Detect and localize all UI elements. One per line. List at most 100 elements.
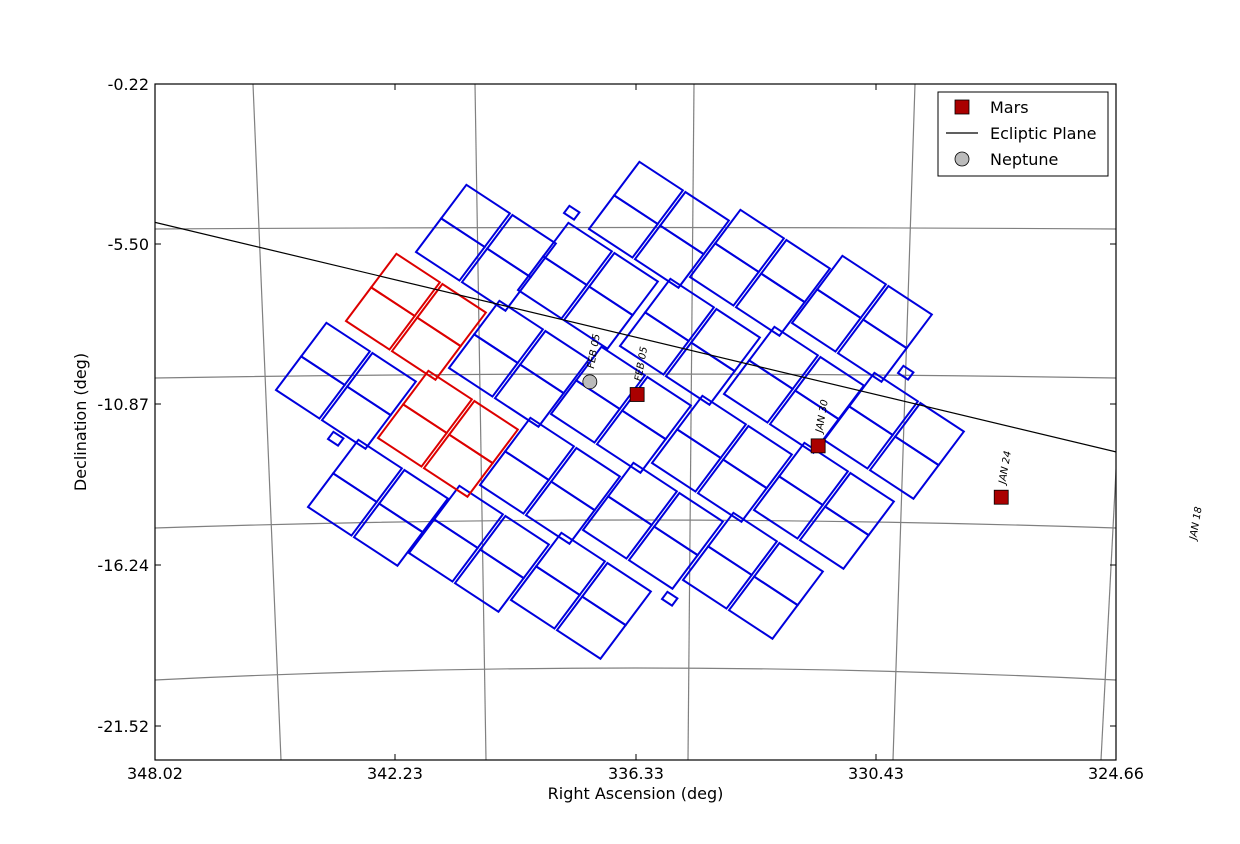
field-quad-7 (618, 277, 762, 407)
x-axis-label: Right Ascension (deg) (548, 784, 724, 803)
ecliptic-line (155, 221, 1116, 453)
field-quad-18 (681, 511, 825, 641)
x-tick-label: 324.66 (1088, 764, 1144, 783)
survey-fields (274, 160, 966, 661)
field-chip (713, 208, 786, 274)
y-tick-label: -16.24 (97, 556, 149, 575)
grid-dec-line-2 (155, 519, 1116, 529)
x-tick-label: 330.43 (848, 764, 904, 783)
field-chip (447, 399, 520, 465)
grid-ra-line-3 (892, 84, 916, 760)
field-chip (675, 394, 748, 460)
field-chip (485, 213, 558, 279)
y-tick-label: -0.22 (108, 75, 149, 94)
mars-marker (629, 387, 645, 402)
field-chip (587, 251, 660, 317)
field-chip (777, 441, 850, 507)
field-chip (345, 351, 418, 417)
axes: 348.02 342.23 336.33 330.43 324.66 -0.22 -5.50… (71, 75, 1144, 803)
field-quad-3 (688, 208, 832, 338)
field-chip (401, 369, 474, 435)
legend-label: Ecliptic Plane (990, 124, 1096, 143)
field-chip (377, 468, 450, 534)
field-quad-17 (509, 531, 653, 661)
field-quad-13 (306, 438, 450, 568)
field-quad-2 (516, 221, 660, 351)
field-chip (861, 284, 934, 350)
field-chip (369, 252, 442, 318)
field-chip (503, 416, 576, 482)
field-small-chip-0 (562, 204, 581, 221)
grid-ra-line-1 (474, 84, 487, 760)
field-chip (478, 514, 551, 580)
field-chip (658, 190, 731, 256)
field-small-chip-1 (326, 430, 345, 447)
field-chip (331, 438, 404, 504)
y-tick-label: -5.50 (108, 235, 149, 254)
field-chip (759, 238, 832, 304)
field-quad-0 (414, 183, 558, 313)
grid-ra-line-0 (252, 84, 282, 760)
legend-mars-swatch (954, 99, 970, 115)
field-quad-5 (447, 299, 591, 429)
field-quad-8 (549, 345, 693, 475)
field-chip (612, 160, 685, 226)
field-chip (823, 471, 896, 537)
field-chip (541, 221, 614, 287)
ecliptic-plane (155, 221, 1116, 453)
field-quad-12 (478, 416, 622, 546)
field-chip (893, 401, 966, 467)
field-chip (847, 371, 920, 437)
legend: Mars Ecliptic Plane Neptune (937, 91, 1109, 177)
x-tick-label: 342.23 (367, 764, 423, 783)
legend-neptune-swatch (954, 151, 970, 167)
field-quad-6 (274, 321, 418, 451)
field-quad-16 (407, 484, 551, 614)
field-quad-14 (581, 461, 725, 591)
field-chip (439, 183, 512, 249)
neptune-marker (582, 374, 598, 390)
field-chip (299, 321, 372, 387)
field-chip (747, 325, 820, 391)
grid-ra-line-4 (1100, 458, 1116, 760)
field-quad-15 (752, 441, 896, 571)
field-chip (643, 277, 716, 343)
field-chip (549, 446, 622, 512)
field-small-chip-2 (660, 590, 679, 607)
coordinate-grid (155, 84, 1116, 760)
plot-background (155, 84, 1116, 760)
field-chip (721, 424, 794, 490)
field-quad-1 (587, 160, 731, 290)
legend-label: Neptune (990, 150, 1058, 169)
field-quad-10 (822, 371, 966, 501)
grid-dec-line-1 (155, 373, 1116, 379)
field-chip (706, 511, 779, 577)
x-tick-label: 348.02 (127, 764, 183, 783)
field-chip (472, 299, 545, 365)
field-chip (689, 307, 762, 373)
field-chip (752, 541, 825, 607)
grid-dec-line-0 (155, 226, 1116, 230)
y-tick-label: -21.52 (97, 717, 149, 736)
mars-marker (993, 489, 1009, 505)
grid-dec-line-3 (155, 667, 1116, 681)
field-chip (580, 561, 653, 627)
field-chip (432, 484, 505, 550)
field-quad-20 (376, 369, 520, 499)
field-quad-4 (790, 254, 934, 384)
plot-area (155, 84, 1116, 760)
y-axis-label: Declination (deg) (71, 353, 90, 491)
legend-label: Mars (990, 98, 1029, 117)
field-quad-11 (650, 394, 794, 524)
y-tick-label: -10.87 (97, 395, 149, 414)
field-chip (518, 329, 591, 395)
field-small-chip-3 (896, 364, 915, 381)
field-chip (815, 254, 888, 320)
mars-marker (810, 438, 826, 454)
field-chip (606, 461, 679, 527)
field-chip (534, 531, 607, 597)
field-chip (652, 491, 725, 557)
field-chip (574, 345, 647, 411)
field-chip (415, 282, 488, 348)
